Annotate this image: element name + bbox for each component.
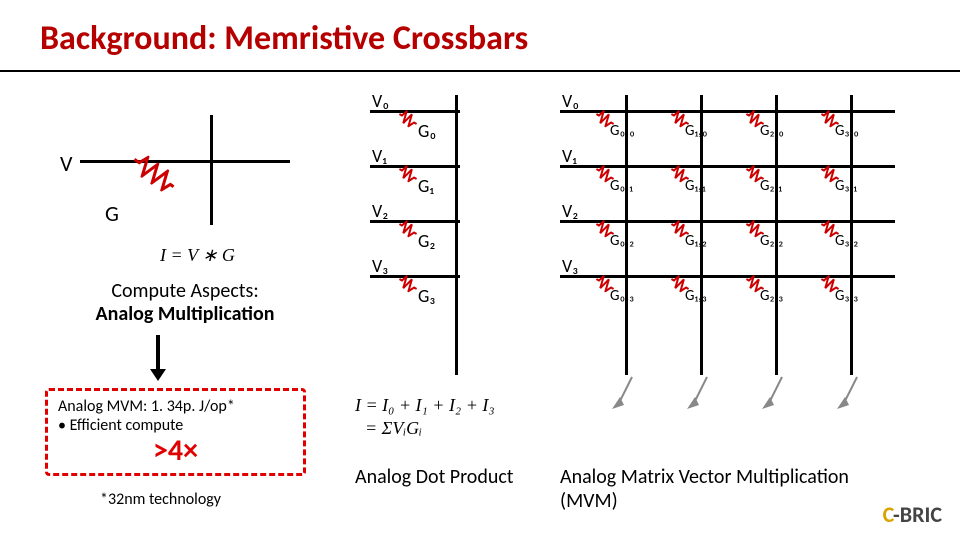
dot-v0: V₀ <box>372 90 389 112</box>
mvm-row-1 <box>560 165 895 168</box>
down-arrow-icon <box>150 335 166 381</box>
mvm-g-0-1: G₁,₀ <box>685 122 708 140</box>
mvm-g-0-2: G₂,₀ <box>760 122 784 140</box>
v-label-single: V <box>60 150 72 177</box>
mvm-v2: V₂ <box>562 200 578 222</box>
callout-box: Analog MVM: 1. 34p. J/op* • Efficient co… <box>45 388 306 476</box>
mvm-v3: V₃ <box>562 255 578 277</box>
mvm-row-0 <box>560 110 895 113</box>
mvm-g-1-3: G₃,₁ <box>835 177 857 195</box>
callout-foot: *32nm technology <box>100 490 221 509</box>
g-label-single: G <box>105 200 119 227</box>
dot-eq2: = ΣVᵢGᵢ <box>365 418 422 439</box>
mvm-caption-l2: (MVM) <box>560 489 618 513</box>
mvm-g-1-1: G₁,₁ <box>685 177 706 195</box>
mvm-g-3-0: G₀,₃ <box>610 287 634 305</box>
logo-c: C <box>883 501 893 528</box>
dot-g3: G₃ <box>418 285 435 307</box>
compute-line1: Compute Aspects: <box>111 279 258 303</box>
resistor-red-main <box>128 150 180 196</box>
mvm-g-0-0: G₀,₀ <box>610 122 635 140</box>
mvm-g-3-1: G₁,₃ <box>685 287 707 305</box>
slide-title: Background: Memristive Crossbars <box>40 18 528 59</box>
mvm-iarrow-2 <box>762 375 788 415</box>
mvm-row-3 <box>560 275 895 278</box>
mvm-g-2-3: G₃,₂ <box>835 232 858 250</box>
dot-g1: G₁ <box>418 175 434 197</box>
mvm-iarrow-3 <box>837 375 863 415</box>
mvm-g-1-2: G₂,₁ <box>760 177 782 195</box>
single-vwire <box>210 115 213 225</box>
mvm-v1: V₁ <box>562 145 577 167</box>
dot-g0: G₀ <box>418 120 436 142</box>
dot-eq1: I = I₀ + I₁ + I₂ + I₃ <box>355 395 495 416</box>
slide-root: Background: Memristive Crossbars V G I =… <box>0 0 960 540</box>
mvm-v0: V₀ <box>562 90 579 112</box>
mvm-g-3-3: G₃,₃ <box>835 287 858 305</box>
mvm-iarrow-0 <box>612 375 638 415</box>
title-underline <box>0 70 960 72</box>
dot-g2: G₂ <box>418 230 435 252</box>
dot-vwire <box>455 95 458 375</box>
mvm-g-0-3: G₃,₀ <box>835 122 859 140</box>
dot-v2: V₂ <box>372 200 388 222</box>
equation-ivg: I = V ∗ G <box>160 245 235 266</box>
mvm-g-1-0: G₀,₁ <box>610 177 633 195</box>
mvm-g-2-1: G₁,₂ <box>685 232 707 250</box>
compute-aspects: Compute Aspects: Analog Multiplication <box>80 280 290 326</box>
cbric-logo: C-BRIC <box>883 501 942 528</box>
single-hwire <box>80 160 290 163</box>
mvm-g-2-2: G₂,₂ <box>760 232 783 250</box>
dot-v1: V₁ <box>372 145 387 167</box>
callout-l1: Analog MVM: 1. 34p. J/op* <box>58 397 293 416</box>
mvm-caption-l1: Analog Matrix Vector Multiplication <box>560 465 849 489</box>
mvm-g-2-0: G₀,₂ <box>610 232 634 250</box>
logo-rest: -BRIC <box>893 501 942 528</box>
mvm-g-3-2: G₂,₃ <box>760 287 783 305</box>
mvm-row-2 <box>560 220 895 223</box>
compute-line2: Analog Multiplication <box>96 302 275 326</box>
callout-big: >4× <box>58 435 293 467</box>
mvm-caption: Analog Matrix Vector Multiplication (MVM… <box>560 465 849 513</box>
dot-caption: Analog Dot Product <box>355 465 514 489</box>
mvm-iarrow-1 <box>687 375 713 415</box>
dot-v3: V₃ <box>372 255 388 277</box>
